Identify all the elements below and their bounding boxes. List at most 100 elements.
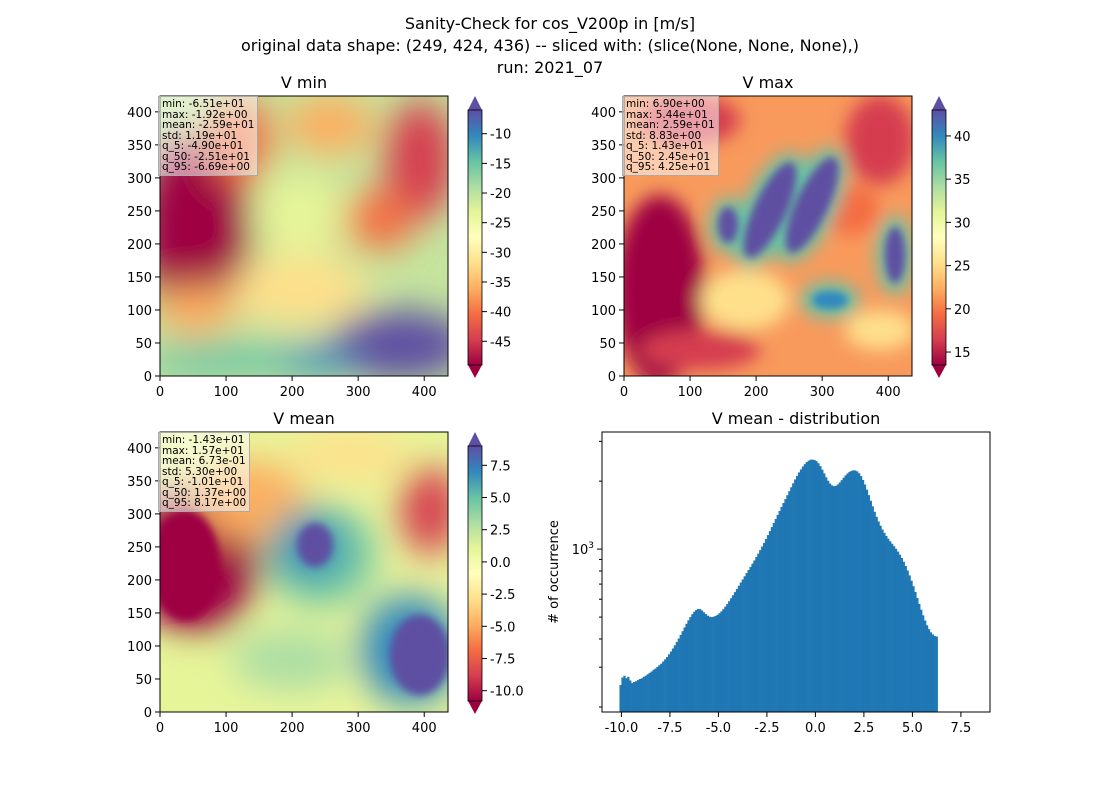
x-tick-label: -5.0 xyxy=(706,721,731,736)
histogram-bar xyxy=(706,615,709,712)
histogram-bar xyxy=(718,613,721,712)
histogram-bar xyxy=(922,615,925,712)
colorbar-tick-label: -10.0 xyxy=(490,685,524,700)
histogram-bar xyxy=(629,680,632,712)
histogram-bar xyxy=(772,522,775,712)
histogram-bar xyxy=(761,546,764,712)
histogram-bar xyxy=(863,484,867,712)
histogram-bar xyxy=(689,617,692,712)
histogram-bar xyxy=(875,516,878,712)
histogram-bar xyxy=(881,529,884,712)
histogram-bar xyxy=(904,565,907,712)
histogram-bar xyxy=(681,631,684,712)
y-tick-label: 150 xyxy=(127,607,152,622)
histogram-bar xyxy=(894,548,898,712)
histogram-bar xyxy=(912,586,915,712)
histogram-bar xyxy=(708,616,711,712)
y-tick-label: 300 xyxy=(591,172,616,187)
histogram-bar xyxy=(749,566,752,712)
histogram-bar xyxy=(869,500,872,712)
histogram-bars xyxy=(619,459,938,712)
histogram-bar xyxy=(660,663,663,712)
histogram-bar xyxy=(638,678,642,712)
histogram-bar xyxy=(747,570,750,712)
x-tick-label: -10.0 xyxy=(605,721,639,736)
histogram-bar xyxy=(817,463,820,712)
colorbar-tick-label: -15 xyxy=(490,157,511,172)
histogram-bar xyxy=(631,683,634,712)
histogram-bar xyxy=(731,595,735,712)
histogram-bar xyxy=(770,527,774,712)
y-tick-label: 0 xyxy=(144,370,152,385)
histogram-bar xyxy=(796,475,799,712)
histogram-bar xyxy=(642,676,645,712)
x-tick-label: 100 xyxy=(214,385,239,400)
histogram-bar xyxy=(739,582,742,712)
histogram-bar xyxy=(844,475,847,712)
histogram-bar xyxy=(813,460,816,712)
colorbar-frame xyxy=(931,109,947,366)
y-tick-label: 200 xyxy=(127,574,152,589)
histogram-bar xyxy=(828,483,832,712)
histogram-bar xyxy=(634,681,638,712)
x-tick-label: 0 xyxy=(156,385,164,400)
histogram-bar xyxy=(627,676,630,712)
histogram-bar xyxy=(687,620,690,712)
histogram-bar xyxy=(768,531,772,712)
histogram-bar xyxy=(896,551,900,712)
colorbar-tick-label: 20 xyxy=(954,303,971,318)
histogram-bar xyxy=(852,470,855,712)
histogram-bar xyxy=(910,580,913,712)
y-tick-label: 100 xyxy=(591,304,616,319)
histogram-bar xyxy=(640,678,644,712)
y-tick-label: 100 xyxy=(127,304,152,319)
y-tick-label: 250 xyxy=(127,541,152,556)
y-tick-label: 50 xyxy=(599,337,616,352)
histogram-bar xyxy=(683,627,686,712)
histogram-bar xyxy=(883,532,886,712)
stats-box-vmin: min: -6.51e+01 max: -1.92e+00 mean: -2.5… xyxy=(158,96,259,176)
histogram-bar xyxy=(873,511,876,712)
x-tick-label: 400 xyxy=(876,385,901,400)
histogram-bar xyxy=(815,461,818,712)
histogram-bar xyxy=(743,576,746,712)
histogram-bar xyxy=(799,469,803,712)
y-tick-label: 150 xyxy=(591,271,616,286)
y-tick-label: 300 xyxy=(127,508,152,523)
histogram-bar xyxy=(809,459,812,712)
histogram-bar xyxy=(920,609,923,712)
histogram-bar xyxy=(794,479,797,712)
histogram-bar xyxy=(856,471,859,712)
histogram-bar xyxy=(710,617,713,712)
histogram-bar xyxy=(836,484,839,712)
histogram-bar xyxy=(720,611,723,712)
histogram-bar xyxy=(842,477,845,712)
histogram-bar xyxy=(697,609,700,712)
histogram-bar xyxy=(834,485,838,712)
y-tick-label: 250 xyxy=(591,205,616,220)
colorbar-tick-label: 40 xyxy=(954,130,971,145)
histogram-bar xyxy=(821,469,824,712)
colorbar-tick-label: 30 xyxy=(954,216,971,231)
x-tick-label: 0.0 xyxy=(805,721,826,736)
histogram-bar xyxy=(662,661,665,712)
histogram-bar xyxy=(724,606,727,712)
histogram-bar xyxy=(925,625,929,712)
histogram-bar xyxy=(759,550,762,712)
histogram-bar xyxy=(755,557,758,712)
histogram-bar xyxy=(811,459,814,712)
stats-box-vmax: min: 6.90e+00 max: 5.44e+01 mean: 2.59e+… xyxy=(622,96,719,176)
panel-title-vmin: V min xyxy=(281,73,327,92)
histogram-bar xyxy=(860,476,863,712)
histogram-bar xyxy=(644,675,647,712)
colorbar-tick-label: 25 xyxy=(954,260,971,275)
histogram-bar xyxy=(685,623,688,712)
histogram-bar xyxy=(865,489,869,712)
colorbar-tick-label: -40 xyxy=(490,306,511,321)
colorbar-tick-label: -5.0 xyxy=(490,620,515,635)
histogram-bar xyxy=(700,610,704,712)
histogram-bar xyxy=(751,563,754,712)
histogram-bar xyxy=(788,491,791,712)
panel-title-vmax: V max xyxy=(743,73,794,92)
y-tick-label: 0 xyxy=(144,706,152,721)
